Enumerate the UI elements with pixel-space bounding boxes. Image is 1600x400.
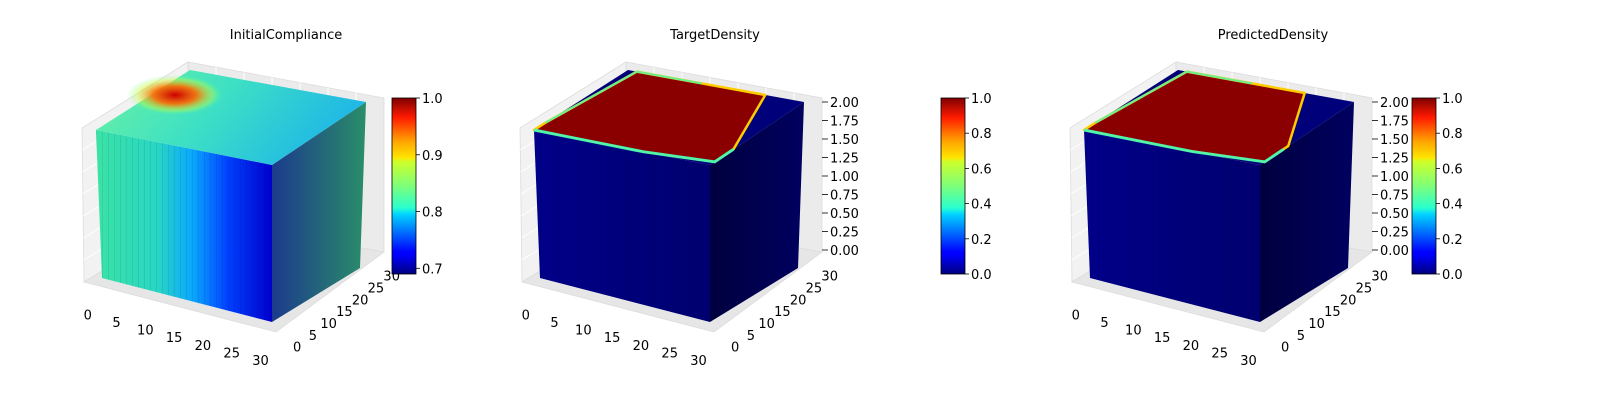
x-tick-label: 30 [252, 354, 269, 369]
z-tick-label: 1.75 [830, 115, 859, 130]
subplot-2: 0510152025300510152025300.000.250.500.75… [519, 28, 992, 369]
z-tick-label: 0.75 [1380, 189, 1409, 204]
y-tick-label: 0 [293, 341, 301, 356]
voxel-right-face [272, 102, 366, 322]
y-tick-label: 5 [309, 329, 317, 344]
x-tick-label: 10 [1125, 324, 1142, 339]
y-tick-label: 15 [336, 305, 353, 320]
y-tick-label: 20 [352, 293, 369, 308]
z-tick-label: 1.00 [1380, 170, 1409, 185]
x-tick-label: 10 [137, 324, 154, 339]
y-tick-label: 10 [320, 317, 337, 332]
y-tick-label: 20 [1340, 293, 1357, 308]
colorbar-tick-label: 0.2 [1442, 233, 1463, 248]
y-tick-label: 5 [1297, 329, 1305, 344]
colorbar-tick-label: 0.2 [971, 233, 992, 248]
x-tick-label: 30 [690, 354, 707, 369]
colorbar-tick-label: 0.0 [1442, 268, 1463, 283]
colorbar-tick-label: 0.8 [971, 127, 992, 142]
x-tick-label: 0 [1072, 309, 1080, 324]
colorbar [1411, 97, 1437, 275]
y-tick-label: 25 [806, 282, 823, 297]
x-tick-label: 15 [166, 331, 183, 346]
colorbar-tick-label: 1.0 [971, 92, 992, 107]
x-tick-label: 15 [1154, 331, 1171, 346]
y-tick-label: 0 [1281, 341, 1289, 356]
z-tick-label: 1.50 [830, 133, 859, 148]
y-tick-label: 30 [1371, 270, 1388, 285]
y-tick-label: 25 [368, 282, 385, 297]
z-tick-label: 0.75 [830, 189, 859, 204]
y-tick-label: 15 [1324, 305, 1341, 320]
z-tick-label: 0.00 [1380, 244, 1409, 259]
subplot-1: 051015202530051015202530InitialComplianc… [81, 28, 443, 369]
voxel-right-face [1260, 102, 1354, 322]
subplot-title: PredictedDensity [1218, 28, 1329, 43]
y-tick-label: 10 [1308, 317, 1325, 332]
y-tick-label: 10 [758, 317, 775, 332]
y-tick-label: 15 [774, 305, 791, 320]
colorbar-tick-label: 0.8 [1442, 127, 1463, 142]
z-tick-label: 1.25 [1380, 152, 1409, 167]
colorbar-tick-label: 0.0 [971, 268, 992, 283]
z-tick-label: 2.00 [1380, 96, 1409, 111]
subplot-3: 0510152025300510152025300.000.250.500.75… [1069, 28, 1463, 369]
density-band-edge [1094, 70, 1253, 124]
voxel-front-texture [1084, 130, 1260, 322]
x-tick-label: 0 [522, 309, 530, 324]
colorbar-tick-label: 0.4 [1442, 198, 1463, 213]
z-tick-label: 0.25 [1380, 226, 1409, 241]
subplot-title: InitialCompliance [230, 28, 343, 43]
x-tick-label: 5 [112, 316, 120, 331]
x-tick-label: 25 [1211, 346, 1228, 361]
colorbar-tick-label: 0.6 [1442, 162, 1463, 177]
x-tick-label: 15 [604, 331, 621, 346]
z-tick-label: 0.50 [1380, 207, 1409, 222]
z-tick-label: 1.50 [1380, 133, 1409, 148]
z-tick-label: 0.50 [830, 207, 859, 222]
colorbar-tick-label: 1.0 [422, 92, 443, 107]
colorbar-tick-label: 0.8 [422, 206, 443, 221]
colorbar-tick-label: 0.9 [422, 149, 443, 164]
voxel-right-face [710, 102, 804, 322]
density-band-edge [1083, 128, 1285, 164]
z-tick-label: 1.25 [830, 152, 859, 167]
density-band-edge [544, 70, 703, 124]
z-tick-label: 0.00 [830, 244, 859, 259]
colorbar-tick-label: 0.6 [971, 162, 992, 177]
subplot-title: TargetDensity [669, 28, 760, 43]
colorbar [940, 97, 966, 275]
y-tick-label: 20 [790, 293, 807, 308]
x-tick-label: 20 [633, 339, 650, 354]
density-band-edge [533, 128, 735, 164]
hot-spot [127, 75, 223, 115]
z-tick-label: 0.25 [830, 226, 859, 241]
x-tick-label: 25 [223, 346, 240, 361]
z-tick-label: 1.75 [1380, 115, 1409, 130]
y-tick-label: 25 [1356, 282, 1373, 297]
x-tick-label: 20 [195, 339, 212, 354]
voxel-front-texture [534, 130, 710, 322]
x-tick-label: 5 [550, 316, 558, 331]
x-tick-label: 0 [84, 309, 92, 324]
z-tick-label: 2.00 [830, 96, 859, 111]
y-tick-label: 5 [747, 329, 755, 344]
x-tick-label: 10 [575, 324, 592, 339]
z-tick-label: 1.00 [830, 170, 859, 185]
colorbar-tick-label: 0.7 [422, 262, 443, 277]
colorbar-tick-label: 0.4 [971, 198, 992, 213]
x-tick-label: 25 [661, 346, 678, 361]
x-tick-label: 20 [1183, 339, 1200, 354]
x-tick-label: 5 [1100, 316, 1108, 331]
x-tick-label: 30 [1240, 354, 1257, 369]
y-tick-label: 30 [821, 270, 838, 285]
colorbar-tick-label: 1.0 [1442, 92, 1463, 107]
y-tick-label: 0 [731, 341, 739, 356]
voxel-front-texture [96, 130, 272, 322]
colorbar [391, 97, 417, 275]
